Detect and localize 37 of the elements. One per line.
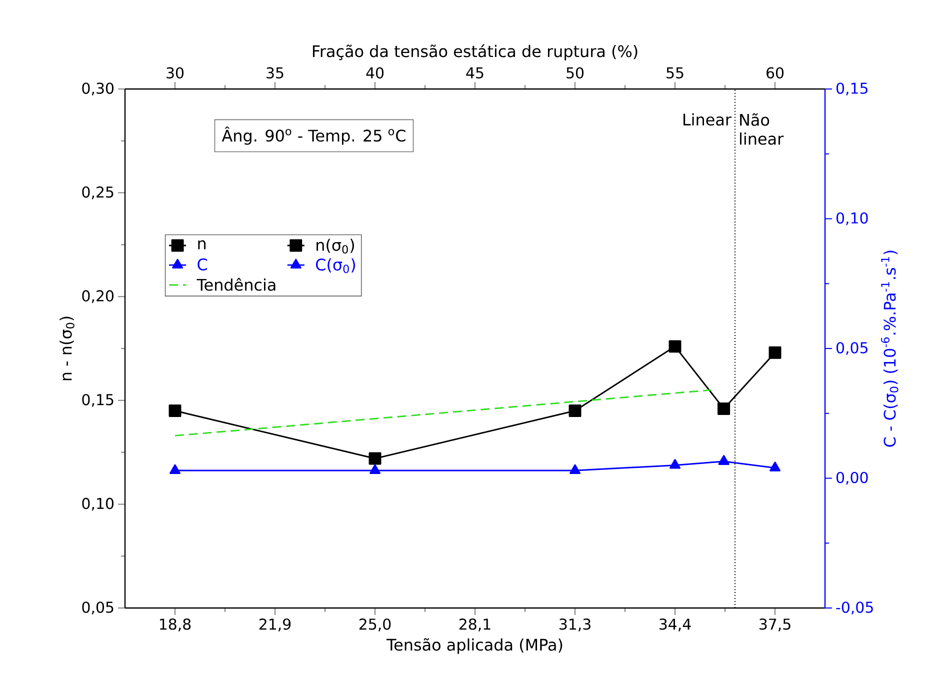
annotation: Não linear [740,113,784,145]
y-tick-label: 0,20 [82,290,114,304]
legend-label: C [198,258,208,270]
x-tick-label: 28,1 [459,618,490,632]
x2-tick-label: 50 [566,67,584,79]
x2-tick-label: 60 [766,67,784,79]
y2-tick-label: -0,05 [836,602,873,614]
text: C - C(σ$_{0}$) (10$^{-6}$.%.Pa$^{-1}$.s$^{-1}$) [881,250,898,447]
y-tick-label: 0,10 [82,498,114,511]
x2-tick-label: 45 [466,67,484,79]
x2-tick-label: 30 [166,67,184,79]
x2-tick-label: 40 [366,67,384,79]
x-tick-label: 34,4 [660,618,691,632]
y-tick-label: 0,30 [82,82,114,96]
x2-axis-title: Fração da tensão estática de ruptura (%) [312,44,638,60]
y2-tick-label: 0,05 [836,342,868,355]
x-tick-label: 31,3 [560,618,590,632]
y-tick-label: 0,15 [82,394,114,407]
y-axis-title: n - n(σ$_{0}$) [60,316,74,380]
annotation: Âng. 90$^{o}$ - Temp. 25 $^{o}$C [222,126,406,145]
legend-label: Tendência [196,278,276,291]
y-tick-label: 0,05 [82,602,114,614]
legend-label: n(σ$_{0}$) [316,238,354,254]
x-tick-label: 25,0 [359,618,391,632]
y-tick-label: 0,25 [82,186,114,200]
y2-tick-label: 0,10 [836,212,868,226]
legend-label: C(σ$_{0}$) [316,258,356,274]
legend-label: n [198,240,206,250]
x-tick-label: 37,5 [760,618,790,632]
y2-tick-label: 0,15 [836,82,868,96]
x-axis-title: Tensão aplicada (MPa) [386,638,562,654]
x-tick-label: 18,8 [160,618,191,632]
y2-tick-label: 0,00 [836,472,868,485]
annotation: Linear [684,113,732,126]
x-tick-label: 21,9 [259,618,291,632]
x2-tick-label: 55 [666,67,684,79]
x2-tick-label: 35 [266,67,284,79]
